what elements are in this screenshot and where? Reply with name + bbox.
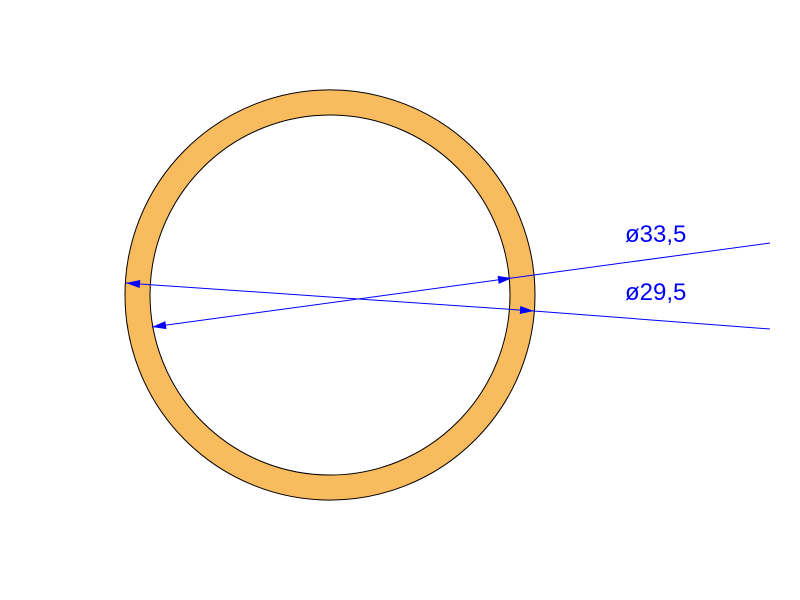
inner-diameter-dimension: ø29,5 <box>152 243 770 329</box>
tube-cross-section-ring <box>125 90 535 500</box>
outer-diameter-label: ø33,5 <box>625 221 686 248</box>
inner-diameter-label: ø29,5 <box>625 279 686 306</box>
outer-diameter-dimension: ø33,5 <box>126 221 770 329</box>
